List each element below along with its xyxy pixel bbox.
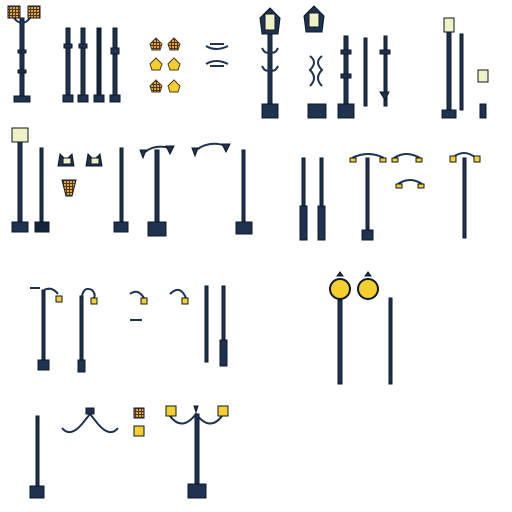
victorian-lamppost xyxy=(259,7,281,119)
modern-lamppost-set xyxy=(337,35,391,119)
double-lantern-lamppost xyxy=(7,5,41,103)
globe-clock-lamps xyxy=(329,271,393,385)
gothic-lamppost-set xyxy=(441,17,489,119)
pole-variants xyxy=(62,27,121,103)
hanging-brackets xyxy=(205,43,229,67)
candelabra-lamps xyxy=(29,405,229,499)
tall-streetlights xyxy=(299,152,481,241)
tall-streetlights xyxy=(139,142,253,237)
shepherd-hook-lamps xyxy=(30,285,228,373)
small-lanterns xyxy=(149,37,181,93)
victorian-lamp-parts xyxy=(303,5,327,119)
curved-streetlights xyxy=(11,127,129,233)
